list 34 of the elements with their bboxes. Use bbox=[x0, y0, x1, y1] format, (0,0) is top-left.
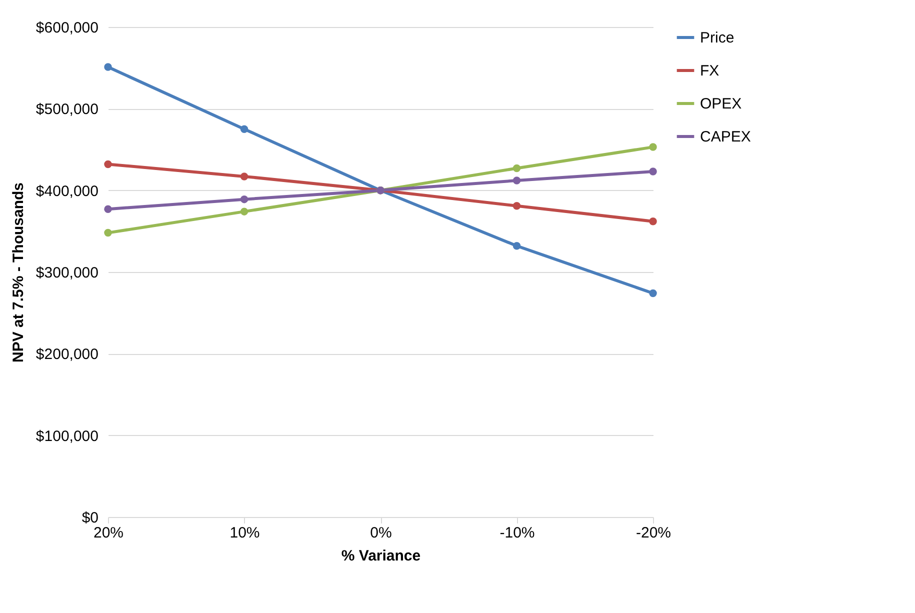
point bbox=[104, 63, 112, 71]
y-tick-label: $300,000 bbox=[36, 264, 98, 282]
legend-label: Price bbox=[700, 30, 734, 46]
y-tick-label: $500,000 bbox=[36, 101, 98, 118]
point bbox=[240, 208, 248, 216]
point bbox=[512, 176, 521, 184]
x-axis-title: % Variance bbox=[341, 548, 421, 564]
x-tick-label: -20% bbox=[636, 524, 672, 542]
point bbox=[512, 242, 521, 250]
x-tick-label: -10% bbox=[500, 524, 535, 542]
x-tick-label: 0% bbox=[370, 524, 392, 542]
point bbox=[104, 228, 112, 237]
y-tick-label: $200,000 bbox=[36, 346, 98, 364]
legend-label: FX bbox=[700, 62, 720, 80]
point bbox=[649, 289, 657, 298]
point bbox=[649, 168, 657, 176]
point bbox=[240, 125, 248, 133]
y-tick-label: $600,000 bbox=[36, 20, 98, 36]
y-tick-label: $0 bbox=[82, 510, 98, 526]
point bbox=[512, 164, 521, 172]
point bbox=[649, 143, 657, 151]
legend-label: CAPEX bbox=[700, 128, 751, 146]
y-tick-label: $100,000 bbox=[36, 428, 98, 445]
point bbox=[104, 205, 112, 213]
point bbox=[104, 160, 112, 168]
y-axis-title: NPV at 7.5% - Thousands bbox=[10, 182, 27, 363]
point bbox=[649, 218, 657, 226]
point bbox=[512, 202, 521, 210]
point bbox=[240, 172, 248, 180]
y-tick-label: $400,000 bbox=[36, 182, 98, 200]
x-tick-label: 20% bbox=[93, 524, 124, 542]
point bbox=[240, 195, 248, 204]
x-tick-label: 10% bbox=[230, 524, 260, 542]
legend-label: OPEX bbox=[700, 96, 742, 112]
